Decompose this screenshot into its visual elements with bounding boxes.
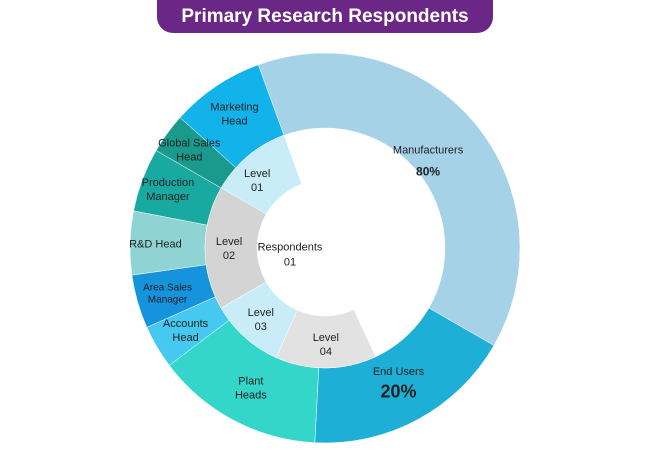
chart-title: Primary Research Respondents bbox=[157, 0, 493, 33]
segment-plant-heads-label-line: Heads bbox=[235, 389, 267, 401]
segment-area-sales-manager-label-line: Area Sales bbox=[143, 283, 192, 294]
segment-plant-heads-label: Plant Heads bbox=[235, 375, 267, 401]
segment-plant-heads-label-line: Plant bbox=[238, 375, 263, 387]
segment-global-sales-head-label-line: Head bbox=[176, 151, 202, 163]
segment-level-03-label: Level 03 bbox=[248, 307, 274, 333]
segment-end-users-label: End Users bbox=[373, 366, 425, 378]
segment-level-01-label-line: 01 bbox=[251, 182, 263, 194]
segment-production-manager-label-line: Production bbox=[142, 177, 195, 189]
segment-level-02-label-line: Level bbox=[216, 236, 242, 248]
segment-marketing-head-label-line: Head bbox=[221, 116, 247, 128]
segment-manufacturers-label: Manufacturers bbox=[393, 144, 464, 156]
segment-level-02-label-line: 02 bbox=[223, 250, 235, 262]
segment-global-sales-head-label: Global Sales Head bbox=[158, 137, 221, 163]
segment-marketing-head-label-line: Marketing bbox=[210, 102, 258, 114]
segment-manufacturers-value-label: 80% bbox=[416, 165, 440, 179]
center-label: Respondents 01 bbox=[258, 241, 323, 268]
segment-end-users-value-label: 20% bbox=[380, 381, 416, 401]
segment-manufacturers bbox=[257, 52, 521, 346]
outer-ring bbox=[129, 52, 521, 444]
segment-level-02-label: Level 02 bbox=[216, 236, 242, 262]
segment-manufacturers-label-line: Manufacturers bbox=[393, 144, 464, 156]
segment-production-manager-label: Production Manager bbox=[142, 177, 195, 203]
segment-level-04-label-line: 04 bbox=[320, 346, 332, 358]
segment-accounts-head-label: Accounts Head bbox=[163, 318, 209, 344]
segment-level-01-label-line: Level bbox=[244, 168, 270, 180]
center-hub bbox=[257, 180, 393, 316]
segment-marketing-head-label: Marketing Head bbox=[210, 102, 258, 128]
segment-production-manager-label-line: Manager bbox=[146, 191, 190, 203]
segment-r-d-head-label-line: R&D Head bbox=[129, 238, 182, 250]
segment-level-01-label: Level 01 bbox=[244, 168, 270, 194]
segment-accounts-head-label-line: Accounts bbox=[163, 318, 209, 330]
segment-r-d-head-label: R&D Head bbox=[129, 238, 182, 250]
center-circle bbox=[257, 180, 393, 316]
segment-end-users-label-line: End Users bbox=[373, 366, 425, 378]
segment-area-sales-manager-label-line: Manager bbox=[148, 295, 188, 306]
inner-ring bbox=[204, 134, 377, 369]
labels: Manufacturers 80% End Users 20% Plant Heads Ac… bbox=[129, 102, 464, 402]
center-label-line: Respondents bbox=[258, 241, 323, 253]
segment-level-04-label: Level 04 bbox=[313, 332, 339, 358]
segment-area-sales-manager-label: Area Sales Manager bbox=[143, 283, 192, 306]
segment-level-03-label-line: Level bbox=[248, 307, 274, 319]
center-label-line: 01 bbox=[284, 256, 296, 268]
segment-level-04-label-line: Level bbox=[313, 332, 339, 344]
segment-global-sales-head-label-line: Global Sales bbox=[158, 137, 221, 149]
segment-accounts-head-label-line: Head bbox=[172, 332, 198, 344]
segment-level-03-label-line: 03 bbox=[255, 321, 267, 333]
